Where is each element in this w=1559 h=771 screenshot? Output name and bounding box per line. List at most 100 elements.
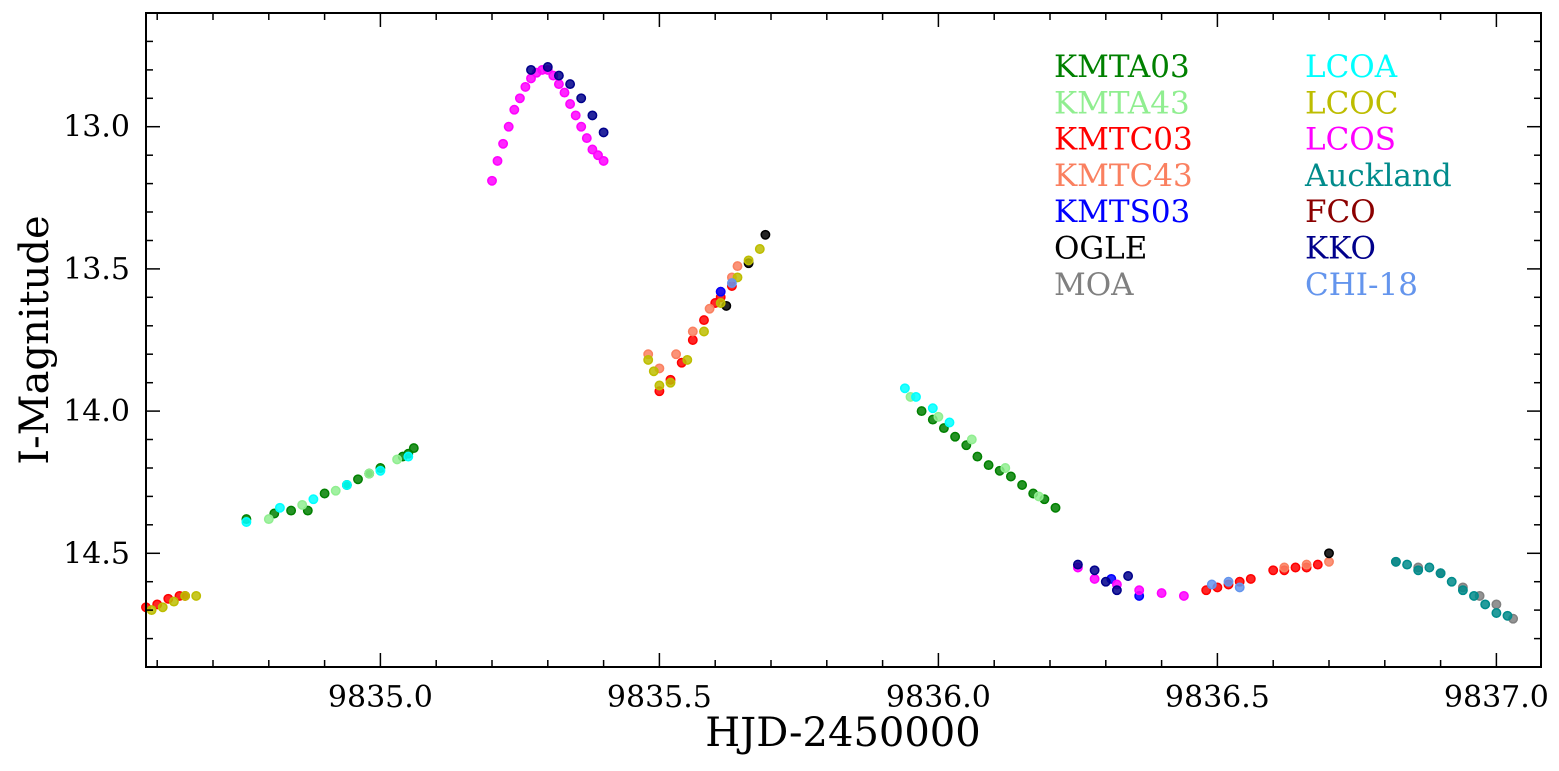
point-lcos [492,155,503,166]
data-points [141,62,1519,624]
point-lcoc [732,272,743,283]
point-kko [598,127,609,138]
point-auckland [1457,585,1468,596]
point-chi-18 [1234,582,1245,593]
point-lcos [1134,585,1145,596]
point-kko [553,70,564,81]
point-kmta43 [392,454,403,465]
legend-entry-lcoc: LCOC [1305,85,1398,121]
point-lcoc [191,590,202,601]
y-tick-labels: 13.0 13.5 14.0 14.5 [63,110,130,572]
legend-entry-kmta03: KMTA03 [1054,49,1190,85]
point-kko [1089,565,1100,576]
legend-entry-kko: KKO [1305,231,1376,267]
point-lcos [559,87,570,98]
point-kmta43 [297,499,308,510]
point-kko [587,110,598,121]
x-tick-label: 9835.0 [328,680,433,715]
point-lcos [1089,573,1100,584]
point-ogle [760,229,771,240]
point-lcoa [241,517,252,527]
point-kko [542,62,553,72]
point-lcoc [654,380,665,391]
point-kmta03 [286,505,297,516]
point-auckland [1413,565,1424,576]
point-kmta03 [1050,502,1061,513]
point-lcos [581,133,592,144]
point-lcoa [911,391,921,402]
point-lcos [565,99,576,109]
point-lcos [1178,590,1189,601]
point-lcos [553,79,564,90]
legend-entry-kmts03: KMTS03 [1054,194,1190,230]
point-kko [576,93,587,104]
point-lcos [576,121,587,132]
point-kmta43 [330,485,341,496]
x-tick-label: 9836.5 [1165,680,1270,715]
point-kmtc43 [1301,559,1312,570]
point-auckland [1491,608,1502,618]
point-chi-18 [1206,579,1217,590]
point-lcoc [648,366,659,377]
point-kmta03 [972,451,983,462]
point-auckland [1480,599,1491,610]
point-lcoc [168,596,179,607]
point-lcoa [927,403,938,414]
point-kmtc03 [1245,573,1256,584]
legend-entry-ogle: OGLE [1054,231,1147,267]
legend-entry-moa: MOA [1054,267,1134,303]
point-kmtc03 [1290,562,1301,573]
point-lcoc [699,326,709,337]
point-kmta43 [966,434,977,445]
legend-entry-lcos: LCOS [1305,122,1396,158]
point-lcoa [274,502,285,513]
point-kko [565,79,576,90]
point-lcoc [754,244,765,254]
legend-entry-chi-18: CHI-18 [1305,267,1418,303]
point-kmtc43 [671,349,682,360]
point-kmta03 [1017,480,1028,490]
point-kko [526,64,536,75]
point-moa [1491,599,1502,610]
point-auckland [1435,568,1446,579]
point-lcos [498,138,509,149]
point-kmta03 [319,488,330,499]
point-ogle [1324,548,1334,559]
point-kmtc03 [687,335,698,345]
point-kmta43 [263,514,274,525]
legend-entry-lcoa: LCOA [1305,49,1398,85]
point-lcoa [375,465,386,476]
point-kmtc43 [732,261,743,272]
point-lcoc [743,255,754,266]
y-tick-label: 14.5 [63,536,130,571]
point-kmts03 [715,286,726,297]
point-kmtc43 [1279,562,1290,573]
point-lcos [587,144,598,155]
point-lcoc [665,377,676,388]
point-lcoc [157,602,168,613]
point-kmta03 [983,460,994,471]
point-lcos [598,155,609,166]
point-lcos [509,104,520,115]
x-tick-label: 9835.5 [607,680,712,715]
y-tick-label: 14.0 [63,394,130,429]
point-auckland [1390,556,1401,567]
y-tick-label: 13.5 [63,252,130,287]
point-lcos [503,121,514,132]
point-kko [1111,585,1122,596]
point-kko [1100,576,1111,587]
legend-entry-kmtc03: KMTC03 [1054,122,1193,158]
point-lcoa [899,383,910,394]
point-auckland [1446,576,1457,587]
point-lcoa [944,417,955,428]
plot-frame [145,12,1542,668]
point-lcoa [341,480,352,490]
point-auckland [1424,562,1435,573]
point-kmtc43 [1324,556,1334,567]
point-lcoc [682,354,693,365]
point-chi-18 [726,278,737,289]
point-kko [1123,571,1134,581]
point-kmtc03 [699,315,709,326]
